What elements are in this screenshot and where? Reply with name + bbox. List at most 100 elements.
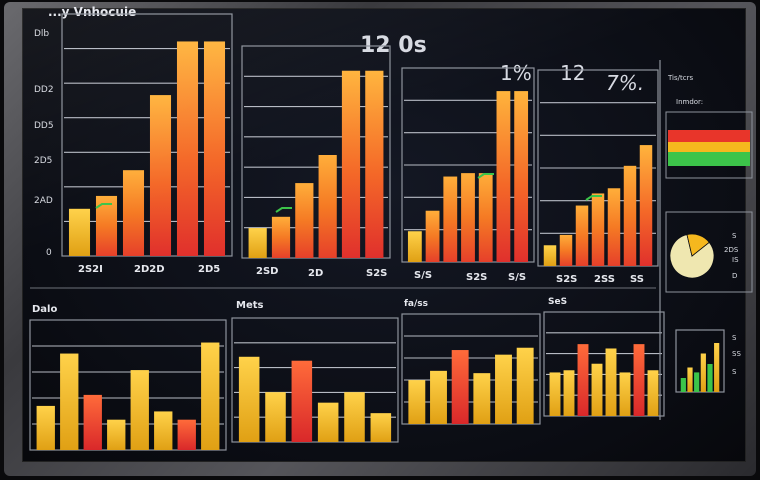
bar-bottom-2-6 (370, 413, 392, 442)
bar-top-2-6 (365, 70, 384, 259)
bar-bottom-1-3 (83, 394, 102, 450)
bar-top-4-7 (639, 145, 653, 266)
side-pie-chart (669, 233, 715, 279)
status-box-frame (665, 111, 753, 179)
trend-accent-mark (95, 203, 112, 209)
bar-bottom-3-5 (495, 354, 512, 424)
bar-top-2-1 (248, 228, 267, 258)
bar-bottom-4-8 (647, 370, 659, 416)
bar-bottom-3-6 (516, 347, 534, 424)
trend-accent-mark (585, 195, 602, 201)
legend-entry: S (732, 232, 737, 240)
panel-frames (29, 13, 753, 451)
legend-entry: D (732, 272, 737, 280)
bar-side-mini-4 (700, 353, 706, 392)
bar-top-3-4 (461, 173, 475, 262)
tick-label: 2SD (256, 266, 278, 277)
bar-bottom-4-6 (619, 372, 631, 416)
bar-bottom-4-7 (633, 344, 645, 416)
bar-top-3-3 (443, 176, 458, 262)
tick-label: S/S (508, 272, 526, 283)
bar-bottom-2-2 (265, 392, 286, 442)
bar-bottom-1-1 (36, 405, 55, 450)
bar-top-4-1 (543, 245, 557, 266)
bar-top-4-3 (575, 205, 589, 266)
bar-side-mini-2 (687, 367, 693, 392)
y-axis-labels: Dlb DD2 DD5 2D5 2AD 0 (34, 29, 54, 258)
bar-bottom-4-5 (605, 348, 617, 416)
bar-bottom-1-7 (177, 419, 196, 450)
panel-frame-bottom-3 (401, 313, 541, 425)
bar-bottom-2-5 (344, 392, 365, 442)
y-axis-label: 2D5 (34, 156, 52, 166)
bar-top-3-1 (407, 231, 422, 262)
bar-bottom-3-1 (408, 380, 426, 424)
bar-top-1-1 (68, 208, 91, 256)
bottom-panel-title: fa/ss (404, 299, 428, 309)
tick-label: S/S (414, 270, 432, 281)
y-axis-label: 0 (46, 248, 52, 258)
bar-top-1-2 (95, 195, 118, 256)
bar-bottom-3-4 (473, 373, 491, 424)
legend-entry: S (732, 368, 737, 376)
bar-bottom-4-2 (563, 370, 575, 416)
tick-label: 2D2D (134, 264, 165, 275)
bar-bottom-4-1 (549, 372, 561, 416)
legend-entry: S (732, 334, 737, 342)
bar-bottom-2-4 (317, 402, 339, 442)
tick-label: 2SS (594, 274, 615, 285)
bar-top-3-2 (425, 210, 440, 262)
side-panel-subtitle: Inmdor: (676, 98, 703, 106)
readout-right-1: 1% (500, 61, 532, 85)
readout-right-3: 7%. (606, 71, 644, 95)
bar-bottom-4-4 (591, 363, 603, 416)
panel-frame-side-mini (675, 329, 725, 393)
bar-top-2-3 (295, 183, 314, 258)
bar-side-mini-1 (680, 378, 686, 392)
y-axis-label: Dlb (34, 29, 49, 39)
tick-label: S2S (466, 272, 487, 283)
y-axis-label: DD5 (34, 121, 54, 131)
bar-top-2-4 (318, 155, 337, 258)
bar-top-2-5 (341, 70, 361, 259)
bar-top-4-4 (591, 193, 605, 266)
bar-bottom-3-3 (451, 350, 469, 424)
bar-bottom-1-4 (107, 419, 126, 450)
bar-bottom-4-3 (577, 344, 589, 416)
panel-frame-bottom-2 (231, 317, 399, 443)
tick-label: S2S (366, 268, 387, 279)
side-legend: S IS D S SS S (732, 232, 741, 376)
tick-label: S2S (556, 274, 577, 285)
tick-label: SS (630, 274, 644, 285)
tick-label: 2D5 (198, 264, 220, 275)
bar-side-mini-3 (694, 372, 700, 392)
side-panel-title: Tis/tcrs (667, 74, 693, 82)
trend-accent-mark (477, 173, 494, 179)
status-band-red (668, 130, 750, 142)
readout-right-2: 12 (560, 61, 585, 85)
bar-bottom-2-3 (291, 360, 313, 442)
bar-top-1-4 (149, 95, 172, 256)
legend-entry: SS (732, 350, 741, 358)
bottom-panel-title: SeS (548, 297, 567, 307)
panel-frame-bottom-1 (29, 319, 227, 451)
tick-label: 2D (308, 268, 323, 279)
pie-slice-2 (686, 233, 710, 257)
bar-bottom-1-8 (201, 342, 220, 450)
bottom-panel-title: Mets (236, 300, 264, 311)
bar-top-3-6 (496, 91, 511, 262)
bar-bottom-1-5 (130, 370, 149, 450)
chart-bars (36, 41, 720, 450)
bar-top-2-2 (271, 216, 291, 258)
panel-frame-top-1 (61, 13, 233, 257)
status-band-green (668, 152, 750, 166)
tick-label: 2S2I (78, 264, 103, 275)
trend-accent-mark (275, 207, 292, 213)
bar-top-1-6 (203, 41, 226, 256)
bar-top-4-6 (623, 165, 637, 266)
y-axis-label: 2AD (34, 196, 53, 206)
bar-side-mini-5 (707, 364, 713, 392)
pie-value: 2DS (724, 246, 739, 254)
top-tick-labels: 2S2I 2D2D 2D5 2SD 2D S2S S/S S2S S/S S2S… (78, 264, 644, 285)
